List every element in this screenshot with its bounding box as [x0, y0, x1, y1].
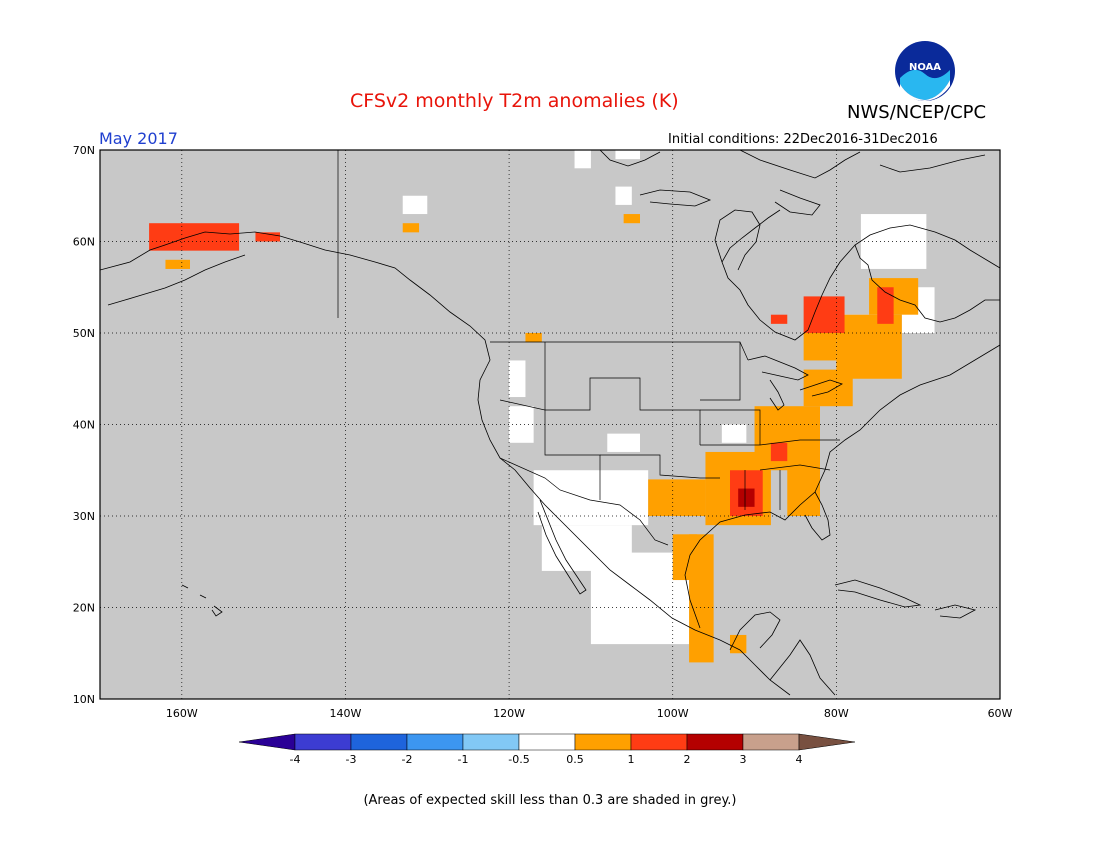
warm-strong-region	[149, 223, 240, 251]
colorbar-arrow-right	[798, 733, 856, 751]
lat-label: 50N	[73, 327, 95, 340]
lat-label: 60N	[73, 236, 95, 249]
agency-label: NWS/NCEP/CPC	[847, 102, 987, 123]
lon-label: 80W	[824, 707, 849, 720]
colorbar-segment	[574, 733, 632, 751]
noaa-logo-icon: NOAA	[895, 41, 955, 101]
neutral-region	[721, 424, 747, 443]
warm-region	[623, 214, 640, 224]
lon-label: 60W	[988, 707, 1013, 720]
lon-label: 140W	[330, 707, 362, 720]
colorbar-label: 0.5	[566, 753, 584, 766]
initial-conditions: Initial conditions: 22Dec2016-31Dec2016	[668, 132, 938, 147]
colorbar-arrow-left	[238, 733, 296, 751]
warm-region	[730, 634, 747, 654]
colorbar-label: 1	[628, 753, 635, 766]
lon-label: 120W	[493, 707, 525, 720]
warm-strong-region	[770, 314, 788, 324]
lon-label: 100W	[657, 707, 689, 720]
warm-strong-region	[255, 232, 280, 242]
warm-region	[402, 223, 420, 233]
colorbar	[238, 733, 856, 751]
coastlines	[100, 150, 1000, 696]
colorbar-label: -0.5	[508, 753, 529, 766]
logo-text: NOAA	[909, 62, 941, 73]
neutral-region	[402, 195, 428, 215]
warm-region	[648, 479, 706, 516]
warm-strong-region	[803, 296, 845, 333]
colorbar-label: -2	[402, 753, 413, 766]
lat-label: 30N	[73, 510, 95, 523]
map-frame	[99, 149, 1001, 700]
political-borders	[337, 150, 840, 546]
colorbar-segment	[406, 733, 464, 751]
neutral-region	[509, 360, 526, 398]
map-background	[100, 150, 1000, 699]
warm-region	[525, 333, 542, 343]
warm-extreme-region	[738, 488, 755, 507]
colorbar-segment	[518, 733, 576, 751]
neutral-region	[860, 214, 927, 269]
lat-label: 40N	[73, 419, 95, 432]
neutral-region	[615, 150, 640, 160]
neutral-region	[574, 150, 591, 169]
warm-strong-region	[877, 287, 894, 324]
colorbar-label: 2	[684, 753, 691, 766]
neutral-region	[607, 433, 640, 452]
colorbar-segment	[294, 733, 352, 751]
colorbar-label: -4	[290, 753, 301, 766]
neutral-region	[615, 186, 632, 205]
skill-footnote: (Areas of expected skill less than 0.3 a…	[363, 793, 737, 808]
colorbar-segment	[630, 733, 688, 751]
colorbar-label: -3	[346, 753, 357, 766]
colorbar-segment	[742, 733, 800, 751]
warm-strong-region	[770, 442, 788, 462]
colorbar-segment	[462, 733, 520, 751]
warm-region	[803, 333, 837, 361]
neutral-region	[533, 470, 649, 526]
lat-label: 10N	[73, 693, 95, 706]
colorbar-label: -1	[458, 753, 469, 766]
longitude-labels: 160W 140W 120W 100W 80W 60W	[166, 707, 1013, 720]
lat-label: 20N	[73, 602, 95, 615]
lat-label: 70N	[73, 144, 95, 157]
colorbar-labels: -4 -3 -2 -1 -0.5 0.5 1 2 3 4	[290, 753, 803, 766]
neutral-region	[509, 406, 534, 443]
map-title: CFSv2 monthly T2m anomalies (K)	[350, 90, 679, 112]
colorbar-segment	[686, 733, 744, 751]
lon-label: 160W	[166, 707, 198, 720]
warm-region	[787, 461, 820, 516]
colorbar-label: 3	[740, 753, 747, 766]
warm-region	[836, 314, 902, 379]
forecast-month: May 2017	[99, 129, 178, 148]
colorbar-label: 4	[796, 753, 803, 766]
warm-region	[672, 534, 698, 581]
latitude-labels: 70N 60N 50N 40N 30N 20N 10N	[73, 144, 95, 706]
colorbar-segment	[350, 733, 408, 751]
warm-region	[165, 259, 190, 269]
